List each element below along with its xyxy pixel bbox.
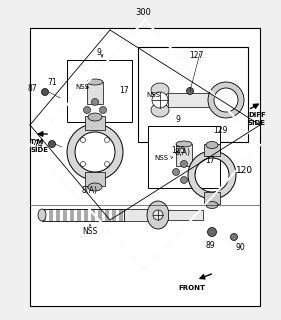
- Ellipse shape: [206, 202, 218, 209]
- Text: 17: 17: [119, 85, 129, 94]
- Bar: [105, 209, 109, 221]
- Circle shape: [105, 162, 110, 166]
- Text: 87: 87: [27, 84, 37, 92]
- Bar: [85, 172, 105, 186]
- Bar: [119, 209, 123, 221]
- Circle shape: [49, 140, 56, 148]
- Circle shape: [105, 138, 110, 142]
- Bar: [63, 209, 67, 221]
- Ellipse shape: [147, 201, 169, 229]
- Bar: [42, 209, 46, 221]
- Circle shape: [99, 107, 106, 114]
- Circle shape: [152, 92, 168, 108]
- Circle shape: [180, 161, 187, 167]
- Bar: [49, 209, 53, 221]
- Text: NSS: NSS: [154, 155, 168, 161]
- Ellipse shape: [151, 103, 169, 117]
- Circle shape: [42, 89, 49, 95]
- Bar: [91, 209, 95, 221]
- Bar: [204, 192, 220, 204]
- Circle shape: [80, 138, 85, 142]
- Text: 74: 74: [33, 140, 43, 148]
- Text: 89: 89: [205, 241, 215, 250]
- Circle shape: [92, 115, 99, 122]
- Bar: [77, 209, 81, 221]
- Text: 8(A): 8(A): [82, 186, 98, 195]
- Text: SIDE: SIDE: [30, 147, 48, 153]
- Text: NSS: NSS: [82, 227, 98, 236]
- Ellipse shape: [176, 141, 192, 147]
- Bar: [87, 82, 103, 104]
- Bar: [84, 209, 88, 221]
- Ellipse shape: [151, 83, 169, 97]
- Bar: [30, 28, 260, 306]
- Text: NSS: NSS: [146, 92, 160, 98]
- Bar: [56, 209, 60, 221]
- Text: 120: 120: [236, 165, 253, 174]
- Bar: [176, 144, 192, 166]
- Circle shape: [80, 162, 85, 166]
- Bar: [70, 209, 74, 221]
- Text: 90: 90: [235, 244, 245, 252]
- Text: 300: 300: [135, 7, 151, 17]
- Text: 127: 127: [189, 51, 203, 60]
- Bar: [98, 209, 102, 221]
- Text: 125: 125: [171, 146, 185, 155]
- Circle shape: [173, 169, 180, 175]
- Bar: [138, 47, 248, 142]
- Ellipse shape: [38, 209, 46, 221]
- Bar: [67, 60, 132, 122]
- Text: 129: 129: [213, 125, 227, 134]
- Bar: [168, 210, 203, 220]
- Text: 8(A): 8(A): [175, 148, 191, 156]
- Bar: [112, 209, 116, 221]
- Bar: [168, 93, 213, 107]
- Circle shape: [180, 177, 187, 183]
- Text: 9: 9: [176, 115, 180, 124]
- Ellipse shape: [153, 210, 163, 220]
- Bar: [204, 144, 220, 156]
- Text: 9: 9: [97, 47, 101, 57]
- Ellipse shape: [87, 79, 103, 85]
- Bar: [148, 126, 220, 188]
- Text: 71: 71: [47, 77, 57, 86]
- Text: DIFF: DIFF: [248, 112, 266, 118]
- Circle shape: [187, 87, 194, 94]
- Bar: [124, 209, 159, 221]
- Ellipse shape: [88, 183, 102, 191]
- Bar: [42, 209, 124, 221]
- Ellipse shape: [88, 113, 102, 121]
- Text: FRONT: FRONT: [178, 285, 205, 291]
- Text: 17: 17: [205, 156, 215, 164]
- Text: SIDE: SIDE: [248, 120, 266, 126]
- Circle shape: [207, 228, 216, 236]
- Circle shape: [230, 234, 237, 241]
- Ellipse shape: [206, 141, 218, 148]
- Circle shape: [189, 169, 196, 175]
- Bar: [85, 116, 105, 130]
- Text: T/M: T/M: [30, 139, 44, 145]
- Circle shape: [83, 107, 90, 114]
- Circle shape: [92, 99, 99, 106]
- Text: NSS: NSS: [75, 84, 89, 90]
